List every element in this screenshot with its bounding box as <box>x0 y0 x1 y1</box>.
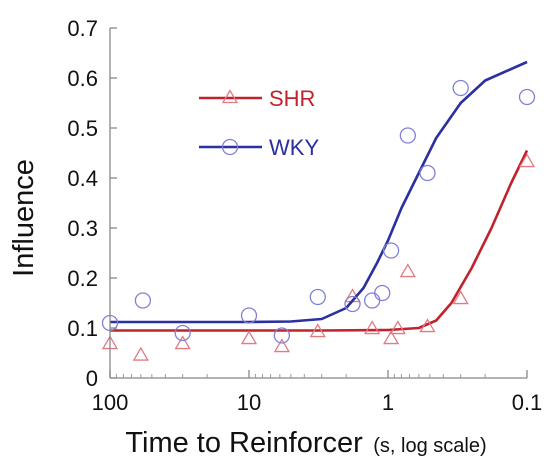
shr-point <box>452 290 469 305</box>
wky-point <box>273 327 291 344</box>
legend-label-wky: WKY <box>269 135 319 160</box>
wky-point <box>240 307 258 324</box>
y-tick-label: 0.6 <box>67 66 98 91</box>
legend: SHR WKY <box>199 86 319 160</box>
legend-label-shr: SHR <box>269 86 315 111</box>
y-tick-label: 0.2 <box>67 266 98 291</box>
legend-marker-shr <box>221 89 239 104</box>
shr-point <box>382 330 400 345</box>
y-tick-label: 0.5 <box>67 116 98 141</box>
y-axis-label: Influence <box>8 159 40 277</box>
wky-fit-line <box>110 60 528 324</box>
x-tick-label: 100 <box>92 390 129 415</box>
shr-point <box>240 330 258 345</box>
wky-point <box>374 284 391 302</box>
shr-point <box>174 335 191 350</box>
wky-point <box>134 292 152 309</box>
y-tick-label: 0 <box>86 366 98 391</box>
wky-point <box>399 127 416 144</box>
x-axis-label: Time to Reinforcer (s, log scale) <box>125 427 486 459</box>
wky-point <box>419 164 436 182</box>
wky-point <box>382 242 400 259</box>
axes: 0 0.1 0.2 0.3 0.4 0.5 0.6 0.7 100 10 1 0.1 <box>67 16 542 415</box>
wky-point <box>309 288 326 306</box>
shr-point <box>273 338 291 353</box>
y-tick-label: 0.3 <box>67 216 98 241</box>
wky-point <box>364 292 381 309</box>
wky-point <box>174 324 191 342</box>
x-tick-label: 0.1 <box>512 390 543 415</box>
y-tick-label: 0.1 <box>67 316 98 341</box>
shr-point <box>364 320 381 335</box>
shr-point <box>399 263 416 278</box>
legend-marker-wky <box>221 138 239 156</box>
plot-area <box>101 60 536 361</box>
x-tick-label: 10 <box>237 390 261 415</box>
shr-fit-line <box>110 149 529 332</box>
wky-point <box>518 88 536 106</box>
y-tick-label: 0.7 <box>67 16 98 41</box>
shr-point <box>132 346 149 361</box>
wky-point <box>344 295 361 313</box>
x-axis-label-main: Time to Reinforcer <box>125 427 363 459</box>
shr-point <box>309 323 326 338</box>
shr-point <box>419 318 436 333</box>
x-tick-label: 1 <box>382 390 394 415</box>
x-axis-label-unit: (s, log scale) <box>373 435 486 457</box>
shr-point <box>389 320 406 335</box>
wky-point <box>452 79 469 97</box>
y-tick-label: 0.4 <box>67 166 98 191</box>
shr-point <box>518 153 536 168</box>
